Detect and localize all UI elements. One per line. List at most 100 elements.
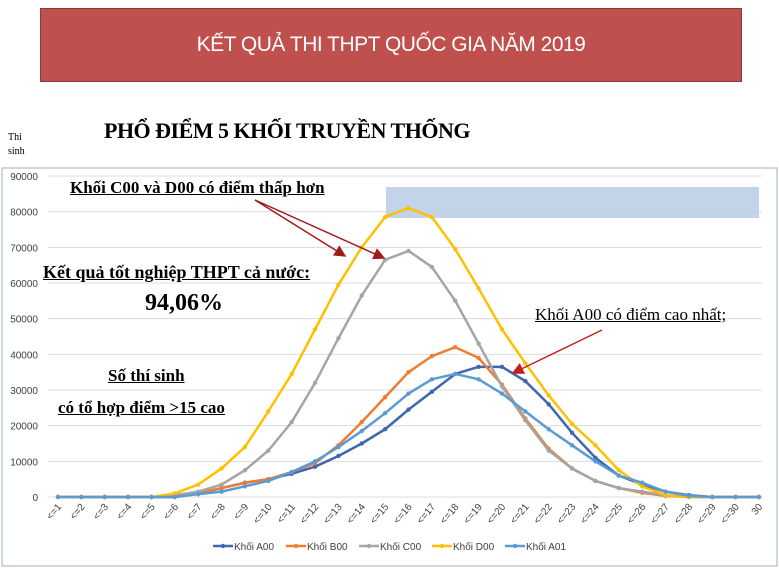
data-point [453, 246, 458, 252]
legend-label: Khối A01 [526, 541, 566, 553]
data-point [149, 494, 154, 500]
legend-label: Khối B00 [307, 541, 348, 553]
data-point [546, 448, 551, 453]
legend-marker [439, 543, 445, 549]
x-tick-label: <=14 [345, 502, 368, 527]
data-point [429, 377, 435, 382]
data-point [616, 468, 621, 473]
data-point [336, 444, 341, 450]
data-point [242, 480, 248, 485]
data-point [336, 336, 341, 341]
data-point [382, 427, 388, 432]
data-point [546, 427, 551, 432]
data-point [593, 459, 598, 464]
data-point [663, 493, 668, 498]
x-tick-label: <=16 [392, 502, 415, 527]
data-point [523, 378, 528, 384]
data-point [382, 394, 388, 400]
annotation-graduation-label: Kết quả tốt nghiệp THPT cả nước: [43, 262, 311, 282]
data-point [429, 264, 435, 270]
x-tick-label: <=1 [45, 502, 65, 523]
y-tick-label: 10000 [10, 457, 38, 468]
x-tick-label: <=21 [509, 502, 532, 527]
x-tick-label: <=12 [298, 502, 321, 527]
data-point [639, 484, 645, 489]
x-tick-label: <=15 [368, 502, 391, 527]
data-point [266, 478, 271, 484]
y-tick-label: 80000 [10, 208, 38, 219]
x-tick-label: <=22 [532, 502, 555, 527]
data-point [172, 491, 178, 496]
data-point [476, 364, 481, 370]
data-point [476, 377, 481, 382]
data-point [593, 443, 598, 448]
legend-marker [366, 543, 372, 549]
data-point [686, 493, 692, 499]
y-tick-label: 30000 [10, 386, 38, 397]
series-khối-a01 [55, 371, 762, 500]
y-tick-label: 70000 [10, 243, 38, 254]
data-point [453, 298, 458, 304]
data-point [219, 489, 224, 494]
data-point [406, 248, 411, 254]
legend-label: Khối A00 [234, 541, 274, 553]
data-point [242, 444, 248, 450]
data-point [219, 482, 224, 487]
x-tick-label: <=19 [462, 502, 485, 527]
x-tick-label: <=20 [485, 502, 508, 527]
data-point [196, 491, 201, 497]
data-point [569, 430, 575, 435]
data-point [312, 327, 318, 332]
data-point [336, 282, 341, 287]
x-tick-label: <=24 [579, 502, 602, 527]
legend-marker [293, 543, 299, 549]
data-point [523, 409, 528, 414]
data-point [172, 494, 178, 500]
x-tick-label: <=30 [719, 502, 742, 527]
annotation-count-line1: Số thí sinh [108, 366, 185, 385]
x-tick-label: <=27 [649, 502, 672, 527]
data-point [546, 402, 551, 407]
x-tick-label: 30 [750, 502, 766, 518]
legend-item: Khối B00 [286, 541, 348, 553]
data-point [55, 494, 61, 500]
data-point [382, 410, 388, 416]
data-point [733, 494, 738, 500]
x-tick-label: <=17 [415, 502, 438, 527]
data-point [429, 353, 435, 359]
data-point [359, 419, 364, 425]
y-tick-label: 50000 [10, 315, 38, 326]
arrow-to-a00 [511, 329, 603, 374]
data-point [266, 448, 271, 453]
y-tick-label: 0 [32, 493, 38, 504]
annotation-a00: Khối A00 có điểm cao nhất; [535, 305, 727, 324]
arrow-to-d00 [254, 199, 347, 257]
data-point [102, 494, 107, 500]
data-point [312, 380, 318, 386]
data-point [312, 459, 318, 464]
legend-label: Khối C00 [380, 541, 422, 553]
data-point [266, 409, 271, 414]
data-point [756, 494, 762, 500]
x-tick-label: <=26 [625, 502, 648, 527]
y-tick-label: 90000 [10, 172, 38, 183]
data-point [710, 494, 715, 500]
data-point [289, 371, 294, 377]
x-tick-label: <=4 [115, 502, 135, 523]
x-tick-label: <=18 [438, 502, 461, 527]
data-point [406, 369, 411, 375]
data-point [569, 421, 575, 427]
data-point [406, 205, 411, 211]
data-point [499, 327, 505, 332]
data-point [593, 455, 598, 460]
x-tick-label: <=28 [672, 502, 695, 527]
data-point [569, 443, 575, 448]
data-point [406, 407, 411, 412]
x-tick-label: <=8 [208, 502, 228, 523]
y-axis-label: Thi sinh [8, 132, 25, 157]
data-point [499, 364, 505, 370]
data-point [499, 391, 505, 396]
data-point [242, 484, 248, 489]
data-point [523, 418, 528, 423]
data-point [616, 485, 621, 491]
